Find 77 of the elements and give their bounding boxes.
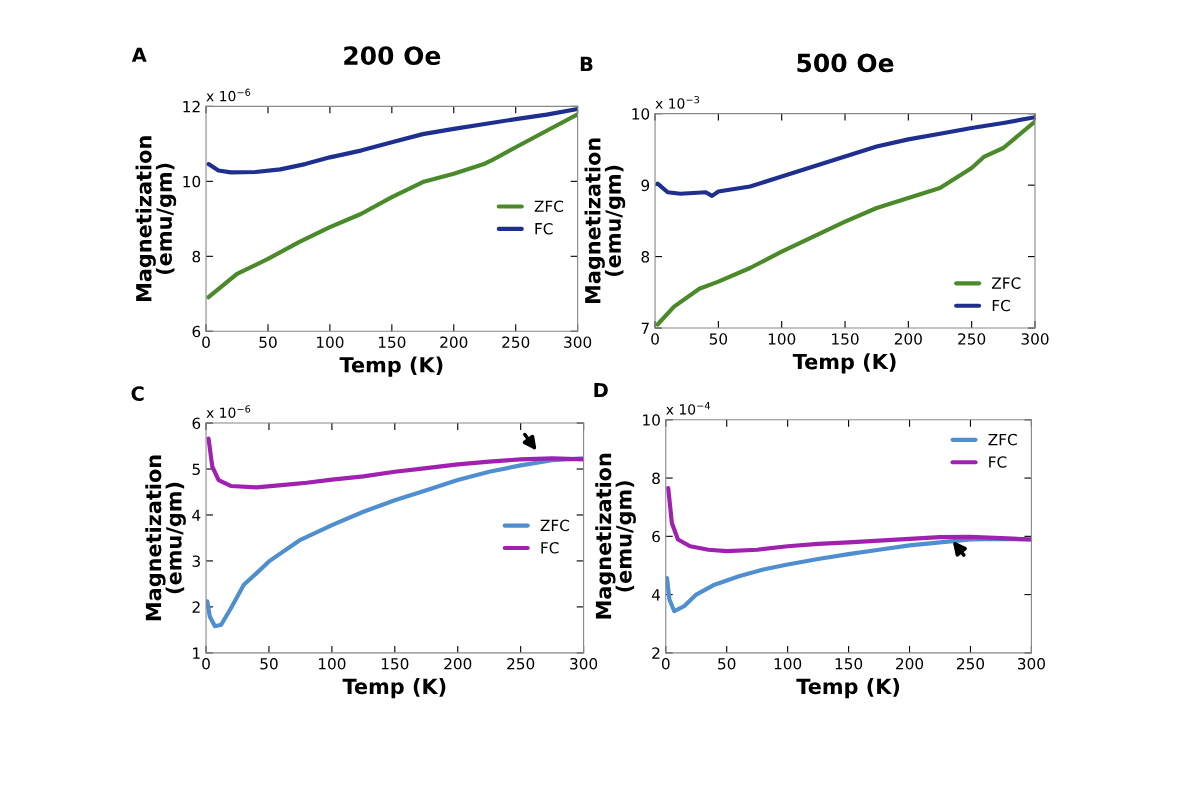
y-tick-label: 7 <box>641 322 649 334</box>
x-tick-label: 150 <box>832 333 859 345</box>
x-tick-label: 250 <box>507 657 535 670</box>
x-tick-label: 100 <box>774 657 802 670</box>
legend-label: ZFC <box>992 277 1021 289</box>
legend-label: ZFC <box>988 433 1017 446</box>
x-tick-label: 0 <box>661 657 670 670</box>
y-tick-label: 2 <box>652 647 660 659</box>
y-axis-title: Magnetization (emu/gm) <box>145 455 186 621</box>
x-tick-label: 0 <box>202 336 210 348</box>
text: A <box>131 47 147 62</box>
legend-label: FC <box>541 542 559 554</box>
x-tick-label: 150 <box>835 657 863 670</box>
legend-label: FC <box>992 299 1010 312</box>
x-axis-title: Temp (K) <box>339 356 443 377</box>
y-tick-label: 4 <box>651 589 661 601</box>
x-tick-label: 300 <box>1017 657 1045 670</box>
y-tick-label: 2 <box>192 601 200 613</box>
y-tick-label: 10 <box>643 414 660 426</box>
y-tick-label: 6 <box>652 530 660 543</box>
text: x 10$^{−6}$ <box>206 405 251 418</box>
y-tick-label: 4 <box>192 509 201 521</box>
chart-title: 500 Oe <box>797 53 894 73</box>
legend-label: ZFC <box>540 519 570 532</box>
y-tick-label: 8 <box>652 472 660 485</box>
legend-label: FC <box>989 456 1007 468</box>
text: x 10$^{−3}$ <box>655 96 700 109</box>
x-tick-label: 200 <box>894 333 922 345</box>
text: x 10$^{−6}$ <box>206 88 251 102</box>
y-axis-title: Magnetization (emu/gm) <box>595 453 636 619</box>
x-tick-label: 200 <box>444 657 472 670</box>
x-tick-label: 50 <box>718 657 736 670</box>
x-tick-label: 300 <box>564 336 592 348</box>
x-tick-label: 100 <box>768 333 796 345</box>
y-tick-label: 8 <box>641 251 650 263</box>
text: B <box>580 56 593 72</box>
x-tick-label: 0 <box>651 333 659 345</box>
text: D <box>594 382 608 398</box>
x-tick-label: 50 <box>260 657 278 670</box>
y-tick-label: 9 <box>641 179 650 192</box>
y-tick-label: 3 <box>192 555 200 567</box>
y-tick-label: 12 <box>183 100 200 113</box>
x-tick-label: 250 <box>502 336 530 348</box>
x-tick-label: 100 <box>318 657 346 670</box>
x-axis-title: Temp (K) <box>796 678 900 699</box>
line-series <box>206 112 578 300</box>
y-axis-title: Magnetization (emu/gm) <box>135 136 177 302</box>
x-tick-label: 100 <box>317 336 344 348</box>
y-tick-label: 6 <box>192 417 201 430</box>
x-tick-label: 0 <box>202 657 210 670</box>
line-series <box>206 456 584 629</box>
x-axis-title: Temp (K) <box>342 678 446 699</box>
legend-label: FC <box>535 222 553 235</box>
y-tick-label: 6 <box>192 325 201 338</box>
y-tick-label: 10 <box>183 175 201 188</box>
line-series <box>206 436 584 490</box>
y-tick-label: 10 <box>632 108 650 120</box>
x-tick-label: 150 <box>381 657 409 670</box>
chart-title: 200 Oe <box>344 46 441 66</box>
x-tick-label: 250 <box>957 657 985 670</box>
x-tick-label: 250 <box>958 333 986 345</box>
y-tick-label: 8 <box>192 250 201 263</box>
y-tick-label: 5 <box>192 463 200 476</box>
legend-label: ZFC <box>534 200 564 213</box>
x-tick-label: 50 <box>709 333 728 345</box>
y-axis-title: Magnetization (emu/gm) <box>584 138 626 304</box>
x-tick-label: 150 <box>378 336 406 348</box>
x-tick-label: 50 <box>259 336 277 348</box>
x-tick-label: 300 <box>1021 333 1049 345</box>
line-series <box>666 485 1032 554</box>
text: x 10$^{−4}$ <box>666 402 710 415</box>
x-tick-label: 200 <box>440 336 468 348</box>
text: C <box>131 386 144 401</box>
y-tick-label: 1 <box>193 647 200 659</box>
x-tick-label: 300 <box>570 657 598 670</box>
x-axis-title: Temp (K) <box>792 353 896 374</box>
x-tick-label: 200 <box>896 657 924 670</box>
